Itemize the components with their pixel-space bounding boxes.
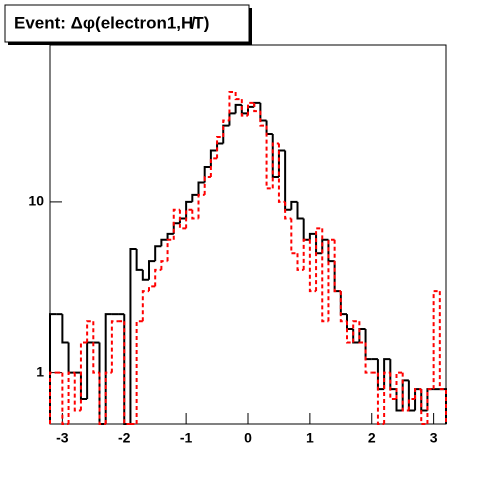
histogram-bin [197, 193, 205, 219]
histogram-bin [160, 260, 168, 270]
histogram-bin [148, 285, 156, 292]
histogram-bin [98, 372, 106, 425]
histogram-bin [141, 290, 149, 322]
histogram-bin [265, 125, 273, 190]
histogram-bin [414, 388, 422, 400]
histogram-bin [438, 291, 447, 424]
histogram-bin [73, 372, 81, 412]
histogram-bin [253, 102, 261, 113]
histogram-bin [172, 208, 180, 240]
histogram-bin [185, 208, 193, 229]
histogram-bin [364, 342, 372, 374]
histogram-bin [383, 371, 391, 424]
histogram-bin [247, 101, 255, 116]
histogram-bin [222, 119, 230, 137]
histogram-bin [321, 228, 329, 323]
histogram-bin [296, 253, 304, 271]
histogram-bin [234, 103, 242, 114]
title-box [4, 4, 250, 43]
x-tick-label: 2 [368, 430, 376, 446]
histogram-bin [358, 321, 366, 344]
x-tick-label: -1 [180, 430, 193, 446]
histogram-bin [308, 232, 317, 240]
histogram-bin [197, 181, 205, 195]
histogram-bin [166, 238, 174, 262]
chart-title: Event: Δφ(electron1,H̸T) [14, 13, 209, 32]
histogram-bin [234, 92, 242, 101]
histogram-bin [79, 341, 88, 411]
x-tick-label: 0 [244, 430, 252, 446]
histogram-bin [203, 175, 211, 195]
histogram-bin [259, 111, 267, 127]
histogram-bin [271, 142, 279, 189]
histogram-bin [346, 321, 354, 344]
histogram-bin [86, 320, 94, 343]
y-tick-label: 10 [28, 193, 44, 209]
histogram-bin [141, 269, 149, 281]
histogram-bin [216, 135, 224, 159]
histogram-bin [308, 239, 317, 293]
histogram-bin [339, 291, 347, 323]
histogram-bin [135, 320, 143, 424]
histogram-bin [277, 143, 286, 203]
histogram-bin [191, 209, 199, 220]
histogram-bin [129, 247, 137, 424]
histogram-bin [148, 260, 156, 280]
histogram-bin [327, 238, 335, 322]
histogram-bin [154, 245, 162, 262]
histogram-bin [284, 201, 292, 220]
histogram-bin [178, 209, 187, 230]
histogram-bin [160, 238, 168, 247]
plot-frame [49, 44, 447, 425]
histogram-bin [290, 200, 298, 210]
histogram-bin [302, 238, 310, 270]
histogram-bin [166, 232, 174, 240]
histogram-bin [327, 239, 335, 263]
histogram-bin [228, 91, 236, 121]
histogram-bin [154, 268, 162, 287]
histogram-bin [426, 388, 434, 424]
histogram-bin [240, 99, 248, 117]
histogram-bin [376, 372, 385, 425]
y-tick-label: 1 [36, 363, 44, 379]
histogram-bin [61, 314, 69, 344]
histogram-bin [271, 133, 279, 178]
histogram-bin [49, 371, 57, 424]
histogram-bin [315, 227, 323, 292]
x-tick-label: -2 [118, 430, 131, 446]
histogram-bin [420, 389, 428, 425]
histogram-bin [104, 371, 112, 424]
histogram-bin [222, 124, 230, 144]
histogram-bin [191, 193, 199, 202]
histogram-bin [407, 398, 416, 411]
histogram-bin [333, 239, 341, 293]
histogram-bin [395, 371, 403, 400]
histogram-bin [321, 238, 329, 254]
histogram-bin [209, 157, 218, 177]
histogram-bin [123, 321, 131, 425]
histogram-bin [352, 320, 360, 343]
histogram-bin [110, 320, 119, 373]
histogram-bin [135, 248, 143, 271]
histogram-bin [296, 201, 304, 220]
x-tick-label: 3 [430, 430, 438, 446]
x-tick-label: -3 [56, 430, 69, 446]
histogram-bin [389, 372, 397, 401]
histogram-bin [401, 372, 409, 412]
histogram-bin [67, 371, 75, 424]
histogram-bin [61, 372, 69, 425]
histogram-bin [92, 321, 100, 374]
x-tick-label: 1 [306, 430, 314, 446]
histogram-bin [290, 218, 298, 255]
